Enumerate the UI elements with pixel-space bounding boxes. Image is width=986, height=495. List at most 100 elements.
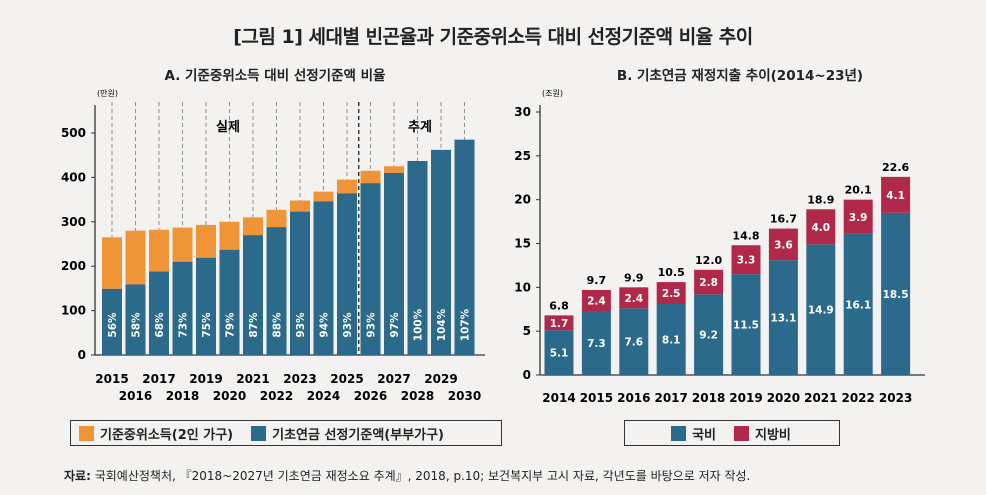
chart-a-bar-median-income: [266, 209, 287, 228]
chart-a-x-tick-label: 2030: [448, 389, 481, 403]
chart-a-ratio-label: 88%: [272, 312, 284, 338]
legend-label: 기준중위소득(2인 가구): [100, 427, 234, 443]
chart-b-x-tick-label: 2019: [729, 391, 762, 405]
chart-a-ratio-label: 93%: [295, 312, 307, 338]
chart-b-x-tick-label: 2016: [617, 391, 650, 405]
figure-title: [그림 1] 세대별 빈곤율과 기준중위소득 대비 선정기준액 비율 추이: [233, 26, 753, 48]
chart-a-legend: 기준중위소득(2인 가구) 기초연금 선정기준액(부부가구): [70, 420, 502, 446]
chart-a-bar-threshold: [125, 284, 146, 355]
chart-b-total-label: 22.6: [882, 161, 909, 174]
chart-b-total-label: 10.5: [658, 266, 685, 279]
chart-a-x-tick-label: 2017: [142, 372, 175, 386]
chart-a-ratio-label: 104%: [436, 308, 448, 341]
chart-b-bar-local: [881, 176, 911, 213]
chart-a-bar-threshold: [431, 149, 451, 355]
chart-a-title: A. 기준중위소득 대비 선정기준액 비율: [164, 68, 386, 84]
chart-a-ratio-label: 87%: [248, 312, 260, 338]
chart-b-bar-local: [619, 287, 649, 309]
chart-a-bar-median-income: [149, 229, 169, 272]
chart-b-y-tick-label: 30: [514, 105, 531, 119]
chart-a-bar-median-income: [337, 179, 357, 194]
chart-a-x-tick-label: 2027: [377, 372, 410, 386]
chart-b-total-label: 18.9: [807, 193, 834, 206]
chart-a-y-tick-label: 0: [78, 348, 86, 362]
chart-b-total-label: 16.7: [770, 213, 797, 226]
chart-b-national-label: 5.1: [550, 348, 569, 360]
chart-a-ratio-label: 58%: [131, 312, 143, 338]
legend-item-national: 국비: [663, 424, 716, 443]
chart-b-x-tick-label: 2020: [767, 391, 800, 405]
source-note: 자료: 국회예산정책처, 『2018~2027년 기초연금 재정소요 추계』, …: [64, 467, 750, 484]
chart-b-bar-national: [544, 330, 574, 375]
chart-b-total-label: 12.0: [695, 254, 722, 267]
chart-b-national-label: 9.2: [699, 330, 718, 342]
chart-b-national-label: 11.5: [733, 320, 759, 332]
chart-a-y-tick-label: 300: [61, 215, 86, 229]
chart-b-national-label: 18.5: [883, 289, 909, 301]
chart-b-title: B. 기초연금 재정지출 추이(2014~23년): [616, 68, 864, 84]
chart-a-ratio-label: 68%: [154, 312, 166, 338]
chart-b-bar-national: [731, 274, 761, 375]
chart-a-bar-threshold: [337, 193, 357, 355]
chart-a-bar-threshold: [266, 227, 287, 355]
chart-a-x-tick-label: 2019: [189, 372, 222, 386]
chart-b-total-label: 6.8: [549, 299, 569, 312]
chart-a-y-tick-label: 500: [61, 126, 86, 140]
chart-a-x-tick-label: 2021: [236, 372, 269, 386]
chart-a-bar-median-income: [196, 224, 216, 258]
chart-a-bar-threshold: [290, 211, 310, 355]
chart-b-bar-local: [731, 245, 761, 275]
chart-a-bar-threshold: [360, 183, 381, 355]
chart-a-unit: (만원): [97, 89, 118, 98]
chart-b-x-tick-label: 2015: [580, 391, 613, 405]
chart-b-bar-national: [694, 294, 724, 375]
chart-b-y-tick-label: 25: [514, 149, 531, 163]
chart-a-bar-threshold: [384, 172, 404, 355]
legend-label: 기초연금 선정기준액(부부가구): [272, 427, 444, 443]
legend-swatch-teal: [251, 425, 267, 441]
chart-a-x-tick-label: 2029: [424, 372, 457, 386]
chart-b-national-label: 8.1: [662, 334, 681, 346]
chart-a-bar-threshold: [219, 249, 240, 355]
chart-a-bar-threshold: [149, 271, 169, 355]
chart-b-local-label: 3.3: [737, 255, 756, 267]
chart-a-ratio-label: 75%: [201, 312, 213, 338]
chart-a-bar-median-income: [172, 227, 193, 262]
chart-a-x-tick-label: 2020: [213, 389, 246, 403]
chart-b-total-label: 14.8: [732, 229, 759, 242]
chart-b-x-tick-label: 2014: [542, 391, 575, 405]
chart-b-national-label: 13.1: [770, 313, 796, 325]
chart-a-ratio-label: 93%: [366, 312, 378, 338]
chart-a-bar-threshold: [102, 288, 122, 355]
chart-a-bar-median-income: [219, 221, 240, 250]
chart-a-x-tick-label: 2022: [260, 389, 293, 403]
legend-swatch-teal: [671, 425, 687, 441]
chart-b-local-label: 2.4: [587, 295, 606, 307]
chart-a-bar-threshold: [172, 261, 193, 355]
chart-b-bar-national: [881, 212, 911, 375]
chart-b-x-tick-label: 2021: [804, 391, 837, 405]
chart-a-period-actual: 실제: [216, 119, 240, 135]
legend-swatch-crimson: [734, 425, 750, 441]
chart-a-ratio-label: 56%: [107, 312, 119, 338]
chart-b-bar-local: [843, 199, 873, 234]
chart-b-national-label: 7.6: [624, 337, 643, 349]
chart-a-y-tick-label: 100: [61, 304, 86, 318]
chart-b-bar-local: [544, 315, 574, 331]
chart-a-ratio-label: 79%: [225, 312, 237, 338]
chart-a-x-tick-label: 2024: [307, 389, 340, 403]
chart-a-ratio-label: 107%: [460, 308, 472, 341]
chart-b-bar-local: [656, 282, 686, 304]
chart-a-bar-threshold: [313, 201, 334, 355]
chart-b-local-label: 2.4: [624, 293, 643, 305]
chart-b-legend: 국비 지방비: [624, 420, 840, 446]
chart-a-bar-median-income: [313, 191, 334, 202]
chart-b-national-label: 7.3: [587, 338, 606, 350]
chart-b-local-label: 4.0: [811, 222, 830, 234]
chart-b-bar-local: [581, 289, 611, 312]
chart-a-bar-threshold: [196, 257, 216, 355]
chart-a-bar-median-income: [102, 237, 122, 289]
chart-b-total-label: 9.9: [624, 271, 644, 284]
